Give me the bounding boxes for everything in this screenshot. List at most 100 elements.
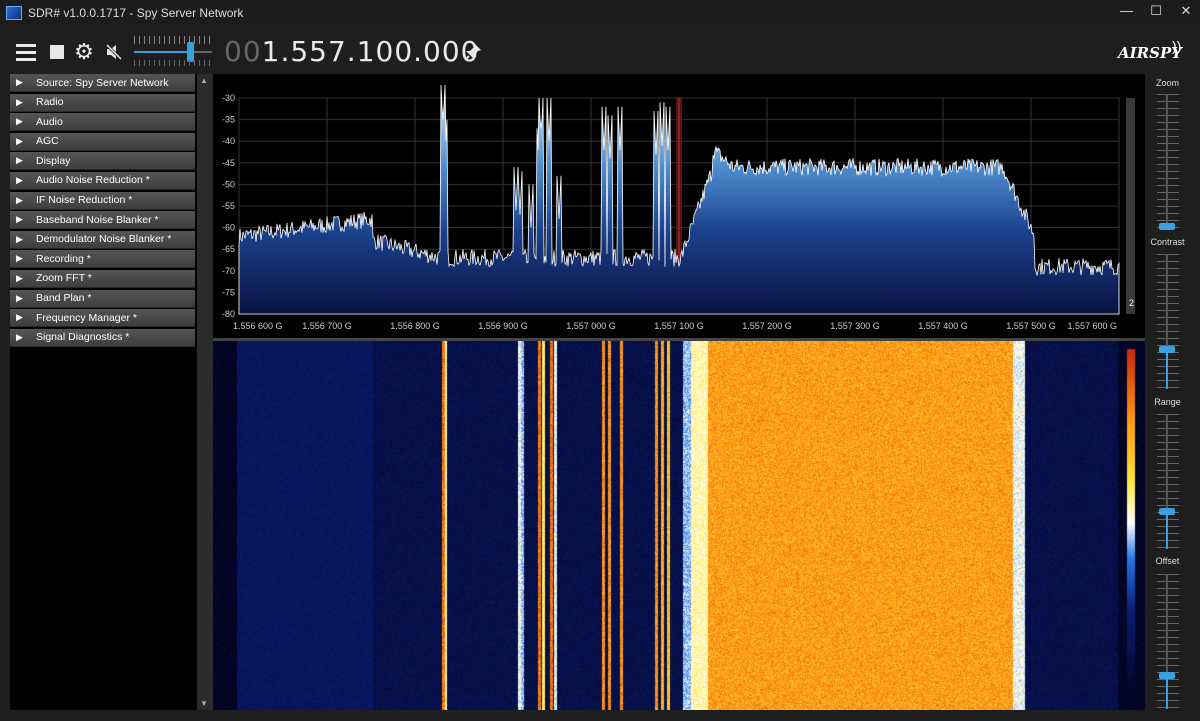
volume-thumb[interactable] [187,42,194,62]
sidebar-list: ▶ Source: Spy Server Network ▶ Radio ▶ Audio ▶… [10,74,213,347]
expand-arrow-icon: ▶ [16,233,23,244]
y-tick-label: -55 [222,201,235,211]
sidebar-panel-0[interactable]: ▶ Source: Spy Server Network [10,74,195,92]
expand-arrow-icon: ▶ [16,174,23,185]
spectrum-plot[interactable]: -30 -35 -40 -45 -50 -55 -60 -65 -70 -75 -80 1.556 … [213,74,1145,338]
speaker-muted-icon [105,43,123,61]
sidebar-scrollbar[interactable]: ▲ ▼ [197,74,213,710]
zoom-label: Zoom [1155,78,1179,88]
window-title: SDR# v1.0.0.1717 - Spy Server Network [28,6,244,20]
sidebar-panel-3[interactable]: ▶ AGC [10,132,195,151]
sidebar-panel-11[interactable]: ▶ Band Plan * [10,289,195,308]
spectrum-scale-bar[interactable] [1126,98,1135,314]
sidebar-panel-4[interactable]: ▶ Display [10,152,195,171]
signal-waves-icon: )) [1172,38,1182,54]
sidebar-panel-label: Signal Diagnostics * [36,331,130,344]
x-tick-label: 1.556 900 G [478,321,528,331]
expand-arrow-icon: ▶ [16,77,23,87]
display-controls-panel: Zoom Contrast Range Offset [1145,74,1200,721]
sidebar-panel-12[interactable]: ▶ Frequency Manager * [10,309,195,328]
sidebar-panel-13[interactable]: ▶ Signal Diagnostics * [10,328,195,347]
sidebar-panel-5[interactable]: ▶ Audio Noise Reduction * [10,171,195,190]
sidebar-panel-7[interactable]: ▶ Baseband Noise Blanker * [10,211,195,230]
stop-icon [50,45,64,59]
x-tick-label: 1.557 400 G [918,321,968,331]
sidebar-panel-10[interactable]: ▶ Zoom FFT * [10,269,195,288]
expand-arrow-icon: ▶ [16,312,23,323]
sidebar-panel-6[interactable]: ▶ IF Noise Reduction * [10,191,195,210]
mute-button[interactable] [103,41,125,63]
sidebar-panel-8[interactable]: ▶ Demodulator Noise Blanker * [10,230,195,249]
spectrum-analyzer[interactable]: -30 -35 -40 -45 -50 -55 -60 -65 -70 -75 -80 1.556 … [213,74,1145,338]
minimize-button[interactable]: — [1120,3,1133,18]
frequency-value[interactable]: 1.557.100.000 [261,35,480,68]
spectrum-scale-value: 2 [1129,298,1134,308]
sidebar-panel-label: Audio Noise Reduction * [36,174,150,187]
sidebar-panel-label: Source: Spy Server Network [36,76,169,89]
waterfall-display[interactable] [213,341,1145,710]
expand-arrow-icon: ▶ [16,194,23,205]
offset-label: Offset [1155,556,1180,566]
x-tick-label: 1.557 500 G [1006,321,1056,331]
expand-arrow-icon: ▶ [16,116,23,127]
sidebar-panel-label: Radio [36,96,64,109]
contrast-slider[interactable] [1159,346,1175,353]
volume-slider[interactable] [134,34,212,70]
sidebar-panel-9[interactable]: ▶ Recording * [10,250,195,269]
expand-arrow-icon: ▶ [16,331,23,342]
y-tick-label: -50 [222,179,235,189]
sidebar-panel-label: Display [36,154,71,167]
stop-button[interactable] [46,41,68,63]
x-tick-label: 1.557 200 G [742,321,792,331]
waterfall-canvas[interactable] [213,341,1145,710]
y-tick-label: -40 [222,136,235,146]
pin-button[interactable] [462,41,484,63]
sidebar-panel-2[interactable]: ▶ Audio [10,113,195,132]
settings-button[interactable]: ⚙ [73,41,95,63]
y-tick-label: -35 [222,115,235,125]
sidebar: ▶ Source: Spy Server Network ▶ Radio ▶ Audio ▶… [10,74,213,710]
expand-arrow-icon: ▶ [16,214,23,225]
expand-arrow-icon: ▶ [16,155,23,166]
sidebar-panel-label: AGC [36,135,59,148]
y-tick-label: -75 [222,287,235,297]
contrast-label: Contrast [1150,237,1185,247]
expand-arrow-icon: ▶ [16,292,23,303]
expand-arrow-icon: ▶ [16,272,23,283]
y-tick-label: -65 [222,244,235,254]
app-icon [6,6,22,20]
x-tick-label: 1.556 700 G [302,321,352,331]
sidebar-panel-label: Audio [36,115,63,128]
range-slider[interactable] [1159,508,1175,515]
spectrum-trace [238,84,1120,315]
sidebar-panel-1[interactable]: ▶ Radio [10,93,195,112]
sidebar-panel-label: Zoom FFT * [36,272,92,285]
window-controls: — ☐ ✕ [1120,3,1192,19]
expand-arrow-icon: ▶ [16,135,23,146]
scroll-down-icon[interactable]: ▼ [200,699,208,708]
x-tick-label: 1.557 600 G [1067,321,1117,331]
pin-icon [464,44,481,61]
expand-arrow-icon: ▶ [16,96,23,107]
y-tick-label: -30 [222,93,235,103]
zoom-slider[interactable] [1159,223,1175,230]
splitter[interactable] [213,338,1145,341]
frequency-leading-digits[interactable]: 00 [224,35,262,68]
frequency-display[interactable]: 001.557.100.000 [224,35,480,68]
gear-icon: ⚙ [74,39,94,64]
scroll-up-icon[interactable]: ▲ [200,76,208,85]
x-tick-label: 1.556 800 G [390,321,440,331]
x-tick-label: 1.557 100 G [654,321,704,331]
sidebar-panel-label: Band Plan * [36,292,92,305]
hamburger-icon [16,42,36,63]
sidebar-panel-label: Frequency Manager * [36,311,137,324]
maximize-button[interactable]: ☐ [1150,3,1162,18]
offset-slider[interactable] [1159,672,1175,679]
toolbar: ⚙ 001.557.100.000 AIRSPY )) [0,26,1200,74]
sidebar-panel-label: Baseband Noise Blanker * [36,213,159,226]
menu-button[interactable] [15,41,37,63]
y-tick-label: -80 [222,309,235,319]
range-label: Range [1154,397,1181,407]
y-tick-label: -45 [222,158,235,168]
close-button[interactable]: ✕ [1180,3,1192,18]
